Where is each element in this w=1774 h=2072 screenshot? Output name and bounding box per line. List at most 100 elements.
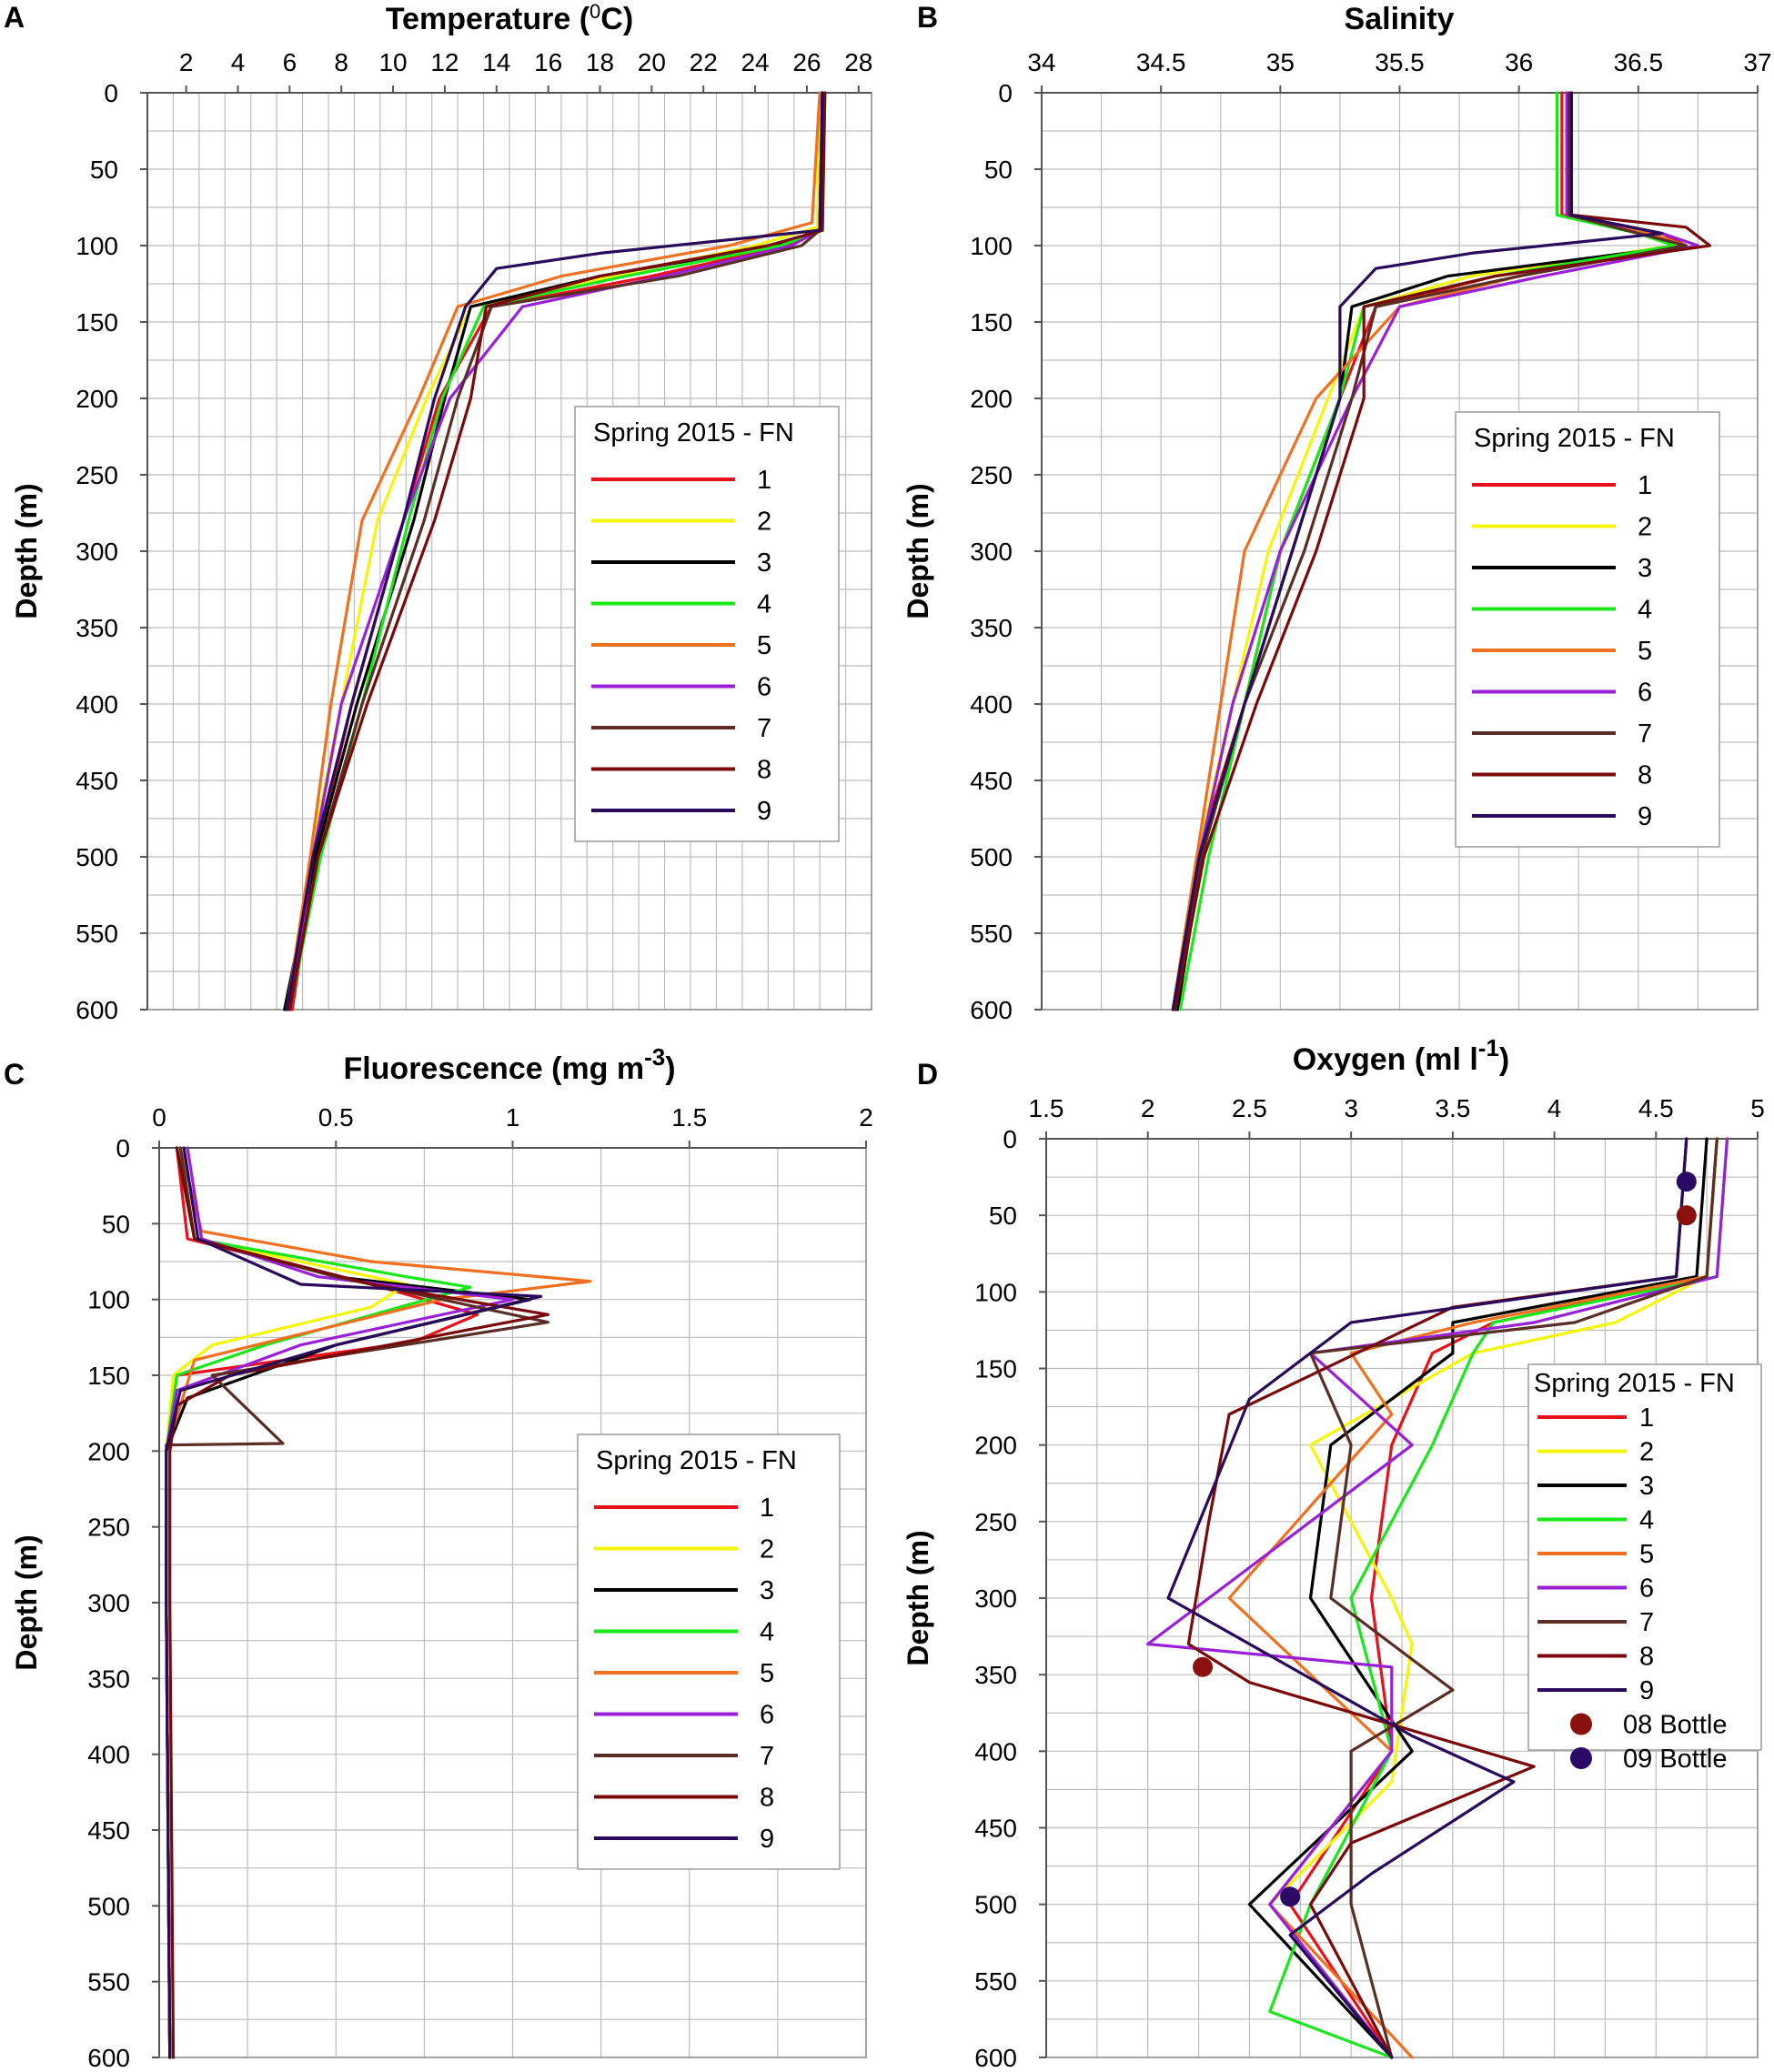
chart-c-title-unit: -3 (644, 1043, 665, 1071)
chart-c-legend-label-6: 6 (760, 1701, 774, 1730)
chart-d-legend-marker-label: 08 Bottle (1623, 1711, 1727, 1740)
chart-d-series-2-line (1268, 1137, 1719, 2059)
chart-c-y-tick-label: 400 (87, 1741, 130, 1769)
chart-d-legend-label-2: 2 (1639, 1438, 1654, 1467)
chart-b-y-tick-label: 0 (998, 79, 1013, 107)
chart-c-legend-label-1: 1 (760, 1494, 774, 1523)
chart-d-legend-label-1: 1 (1639, 1403, 1654, 1433)
chart-d-series-9-line (1166, 1137, 1688, 2059)
chart-b-y-tick-label: 600 (970, 996, 1013, 1024)
chart-c-y-tick-label: 200 (87, 1437, 130, 1465)
chart-d-y-tick-label: 50 (989, 1202, 1017, 1230)
chart-c-y-tick-label: 550 (87, 1968, 130, 1997)
chart-d-y-tick-label: 500 (974, 1891, 1017, 1919)
chart-a-legend-label-3: 3 (757, 548, 771, 578)
chart-d-series-3-line (1247, 1137, 1708, 2059)
chart-b-x-tick-label: 34 (1027, 48, 1055, 76)
chart-c-y-tick-label: 350 (87, 1665, 130, 1693)
chart-a-series-9-line (285, 91, 824, 1011)
chart-c-y-tick-label: 300 (87, 1589, 130, 1617)
chart-b-y-tick-label: 200 (970, 385, 1013, 413)
chart-d-title: Oxygen (ml l-1) (1293, 1034, 1510, 1077)
chart-d-y-tick-label: 300 (974, 1584, 1017, 1613)
chart-d-y-tick-label: 350 (974, 1661, 1017, 1689)
panel-letter-d: D (917, 1058, 938, 1091)
chart-a-legend-label-5: 5 (757, 631, 771, 660)
panel-temperature: A 2 4 6 8 10 12 14 16 18 20 22 24 26 2805010015020025… (4, 0, 872, 1024)
chart-b-legend-label-2: 2 (1638, 513, 1652, 542)
chart-c-legend-label-8: 8 (760, 1784, 774, 1813)
chart-d-title-unit: -1 (1478, 1034, 1499, 1061)
chart-b-y-tick-label: 550 (970, 920, 1013, 948)
chart-d-legend-label-3: 3 (1639, 1472, 1654, 1501)
panel-letter-b: B (917, 1, 938, 34)
chart-b-y-tick-label: 450 (970, 767, 1013, 795)
chart-d-series-6-line (1146, 1137, 1729, 2059)
chart-c-legend-title: Spring 2015 - FN (596, 1446, 797, 1475)
chart-a-x-tick-label: 8 (334, 48, 348, 76)
chart-a-title-tail: C) (600, 2, 633, 36)
chart-a-legend-label-4: 4 (757, 590, 771, 619)
chart-d-y-tick-label: 150 (974, 1355, 1017, 1383)
panel-salinity: B 34 34.5 35 35.5 36 36.5 37050100150200250300… (902, 1, 1772, 1024)
chart-c-x-tick-label: 1 (506, 1103, 520, 1132)
chart-c-x-tick-label: 0 (152, 1103, 166, 1132)
chart-a-x-tick-label: 22 (690, 48, 718, 76)
chart-b-legend-label-4: 4 (1638, 596, 1652, 625)
chart-a-x-tick-label: 24 (741, 48, 769, 76)
chart-a-legend-label-2: 2 (757, 508, 771, 537)
chart-c-title: Fluorescence (mg m-3) (343, 1043, 675, 1086)
chart-b-legend (1455, 411, 1720, 848)
chart-a-series-6-line (287, 91, 824, 1011)
chart-c-y-tick-label: 0 (116, 1134, 130, 1162)
chart-d-x-tick-label: 2 (1141, 1094, 1155, 1122)
chart-d-y-axis-label: Depth (m) (902, 1530, 934, 1665)
chart-b-legend-title: Spring 2015 - FN (1474, 424, 1675, 453)
chart-c-title-tail: ) (665, 1051, 675, 1086)
chart-a-legend-label-9: 9 (757, 797, 771, 826)
chart-a-legend-title: Spring 2015 - FN (593, 418, 794, 448)
chart-d-x-tick-label: 5 (1750, 1094, 1765, 1122)
chart-a-y-tick-label: 350 (76, 614, 118, 642)
chart-c-y-tick-label: 50 (102, 1210, 130, 1238)
chart-a-y-tick-label: 50 (90, 156, 118, 184)
chart-c-y-tick-label: 500 (87, 1892, 130, 1920)
chart-c-x-tick-label: 2 (859, 1103, 873, 1132)
chart-d-legend-title: Spring 2015 - FN (1534, 1369, 1735, 1398)
chart-a-legend (574, 406, 840, 842)
chart-d-series-7-line (1308, 1137, 1719, 2059)
chart-c-legend-label-7: 7 (760, 1742, 774, 1771)
chart-a-legend-label-1: 1 (757, 466, 771, 495)
chart-a-y-tick-label: 200 (76, 385, 118, 413)
chart-a-legend-label-7: 7 (757, 714, 771, 743)
chart-a-y-tick-label: 150 (76, 308, 118, 337)
chart-d-legend-label-9: 9 (1639, 1676, 1654, 1705)
chart-a-x-tick-label: 26 (792, 48, 821, 76)
chart-a-x-tick-label: 18 (586, 48, 614, 76)
chart-a-y-tick-label: 500 (76, 843, 118, 871)
panel-oxygen: D 1.5 2 2.5 3 3.5 4 4.5 50501001502002503003504… (902, 1034, 1765, 2072)
chart-a-y-tick-label: 300 (76, 538, 118, 566)
chart-a-legend-label-6: 6 (757, 673, 771, 702)
chart-d-x-tick-label: 3 (1344, 1094, 1358, 1122)
chart-c-legend-label-3: 3 (760, 1576, 774, 1605)
chart-a-series-7-line (287, 91, 824, 1011)
chart-c-y-tick-label: 100 (87, 1286, 130, 1314)
chart-b-series-9-line (1171, 91, 1664, 1011)
chart-a-y-tick-label: 550 (76, 920, 118, 948)
chart-d-x-tick-label: 4.5 (1638, 1094, 1674, 1122)
chart-a-x-tick-label: 6 (283, 48, 297, 76)
chart-a-x-tick-label: 2 (179, 48, 194, 76)
chart-d-bottle-08-marker (1193, 1656, 1214, 1677)
chart-d-legend (1527, 1363, 1762, 1751)
chart-d-y-tick-label: 550 (974, 1967, 1017, 1996)
chart-b-x-tick-label: 36 (1505, 48, 1533, 76)
chart-a-series-8-line (287, 91, 827, 1011)
chart-c-legend-label-2: 2 (760, 1535, 774, 1564)
chart-d-y-tick-label: 250 (974, 1508, 1017, 1536)
chart-a-x-tick-label: 12 (430, 48, 459, 76)
chart-c-y-tick-label: 250 (87, 1514, 130, 1542)
chart-a-x-tick-label: 14 (482, 48, 510, 76)
chart-d-x-tick-label: 3.5 (1435, 1094, 1470, 1122)
chart-d-legend-label-4: 4 (1639, 1506, 1654, 1535)
